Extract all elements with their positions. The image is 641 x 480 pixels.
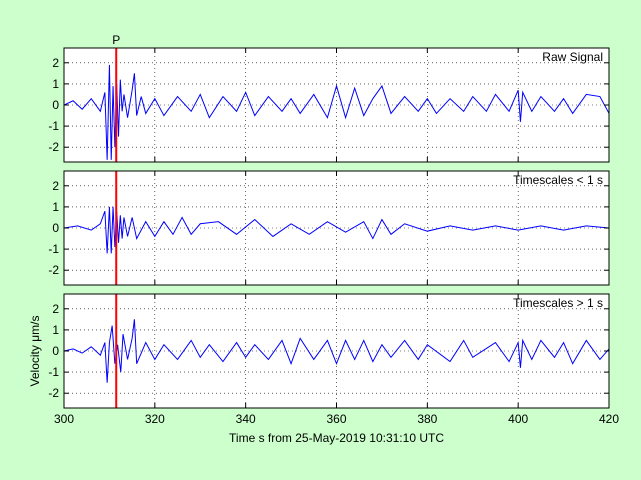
y-tick-label: -2 xyxy=(48,140,59,154)
y-tick-label: 1 xyxy=(52,200,59,214)
x-tick-label: 360 xyxy=(326,412,346,426)
y-tick-label: 2 xyxy=(52,302,59,316)
y-tick-label: 1 xyxy=(52,323,59,337)
y-tick-label: -2 xyxy=(48,386,59,400)
x-axis-label: Time s from 25-May-2019 10:31:10 UTC xyxy=(229,431,444,445)
y-tick-label: 2 xyxy=(52,56,59,70)
p-wave-pick-label: P xyxy=(112,33,120,47)
y-tick-label: 1 xyxy=(52,77,59,91)
y-tick-label: -1 xyxy=(48,119,59,133)
y-tick-label: -1 xyxy=(48,365,59,379)
panel-1: -2 -1 0 1 2 Raw Signal xyxy=(48,47,610,163)
y-tick-label: 2 xyxy=(52,179,59,193)
panel-3: -2 -1 0 1 2 300 320 340 360 380 400 420 Timescales >… xyxy=(48,293,619,426)
y-tick-label: 0 xyxy=(52,98,59,112)
y-tick-label: 0 xyxy=(52,344,59,358)
panel-2: -2 -1 0 1 2 Timescales < 1 s xyxy=(48,170,610,286)
x-tick-label: 340 xyxy=(236,412,256,426)
panel-title: Raw Signal xyxy=(542,50,603,64)
y-tick-label: -1 xyxy=(48,242,59,256)
x-tick-label: 380 xyxy=(417,412,437,426)
panels-group: -2 -1 0 1 2 Raw Signal -2 -1 0 1 2 Timescales < 1 s… xyxy=(48,47,619,426)
waveform-trace xyxy=(64,206,609,254)
panel-title: Timescales > 1 s xyxy=(513,296,603,310)
y-tick-label: 0 xyxy=(52,221,59,235)
x-tick-label: 400 xyxy=(508,412,528,426)
x-tick-label: 320 xyxy=(145,412,165,426)
y-axis-label: Velocity μm/s xyxy=(28,316,42,387)
x-tick-label: 300 xyxy=(54,412,74,426)
x-tick-label: 420 xyxy=(599,412,619,426)
panel-title: Timescales < 1 s xyxy=(513,173,603,187)
y-tick-label: -2 xyxy=(48,263,59,277)
